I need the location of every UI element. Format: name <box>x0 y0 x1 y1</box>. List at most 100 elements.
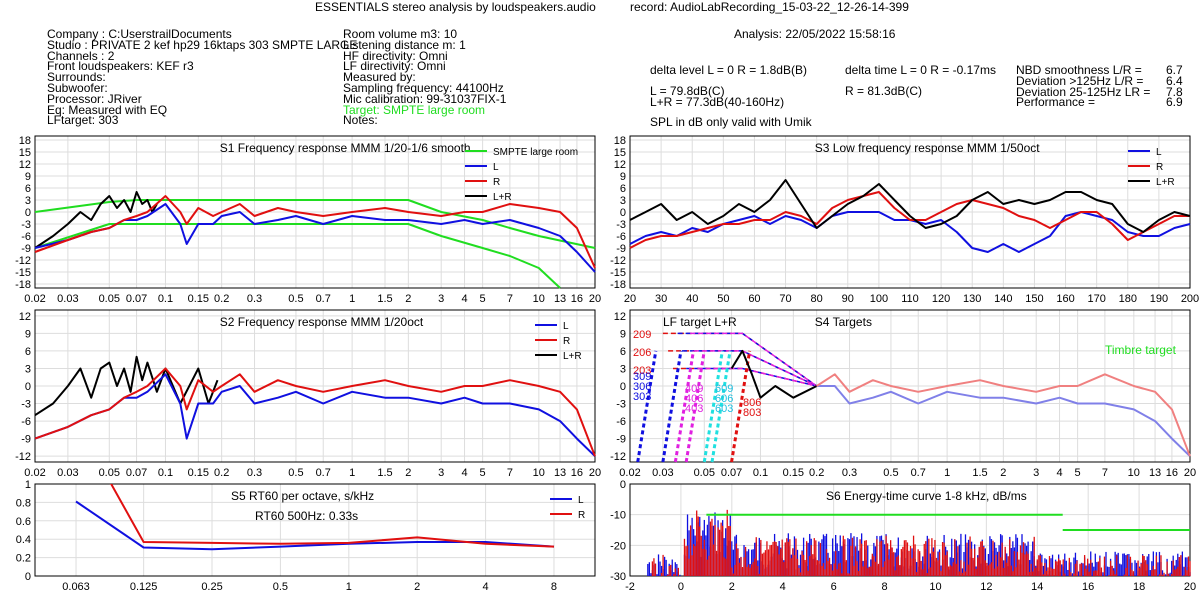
y-tick-label: 6 <box>25 346 31 358</box>
x-tick-label: -2 <box>625 581 635 593</box>
y-tick-label: 3 <box>620 363 626 375</box>
metric-label: NBD smoothness L/R = <box>1016 63 1142 77</box>
legend-label: R <box>493 177 500 188</box>
y-tick-label: 12 <box>19 159 31 171</box>
y-tick-label: 18 <box>614 135 626 147</box>
y-tick-label: -9 <box>616 434 626 446</box>
x-tick-label: 120 <box>932 293 950 305</box>
target-label: 409 <box>685 383 703 395</box>
x-tick-label: 20 <box>624 293 636 305</box>
lf-target-label: LF target L+R <box>663 315 737 329</box>
x-tick-label: 180 <box>1119 293 1137 305</box>
x-tick-label: 0.02 <box>24 467 45 479</box>
x-tick-label: 0.1 <box>158 293 173 305</box>
chart-title: S1 Frequency response MMM 1/20-1/6 smoot… <box>220 141 471 155</box>
x-tick-label: 18 <box>1133 581 1145 593</box>
series-lr-line <box>629 179 1191 233</box>
y-tick-label: -6 <box>616 416 626 428</box>
x-tick-label: 1 <box>944 467 950 479</box>
x-tick-label: 2 <box>405 293 411 305</box>
metric-label: Deviation >125Hz L/R = <box>1016 73 1144 88</box>
y-tick-label: 12 <box>19 311 31 323</box>
x-tick-label: 10 <box>929 581 941 593</box>
y-tick-label: 0 <box>620 381 626 393</box>
chart-title: S3 Low frequency response MMM 1/50oct <box>815 141 1040 155</box>
target-rolloff <box>702 350 724 463</box>
info-channels: Channels : 2 <box>47 48 115 63</box>
info-lftarget: LFtarget: 303 <box>47 113 119 128</box>
x-tick-label: 5 <box>480 293 486 305</box>
target-curve <box>690 332 818 387</box>
info-hf: HF directivity: Omni <box>343 48 448 63</box>
x-tick-label: 12 <box>980 581 992 593</box>
chart-frame <box>34 483 596 577</box>
info-measured-by: Measured by: <box>343 70 416 85</box>
x-tick-label: 16 <box>571 467 583 479</box>
y-tick-label: 3 <box>620 195 626 207</box>
x-tick-label: 0.5 <box>273 581 288 593</box>
target-label: 209 <box>633 329 651 341</box>
x-tick-label: 0.5 <box>883 467 898 479</box>
target-label: 609 <box>715 383 733 395</box>
x-tick-label: 4 <box>461 293 467 305</box>
x-tick-label: 20 <box>589 467 601 479</box>
y-tick-label: -30 <box>610 571 626 583</box>
x-tick-label: 80 <box>811 293 823 305</box>
x-tick-label: 0.05 <box>694 467 715 479</box>
x-tick-label: 0.03 <box>57 467 78 479</box>
series-target-line <box>34 199 596 249</box>
info-mic: Mic calibration: 99-31037FIX-1 <box>343 91 507 106</box>
series-R-line <box>34 195 596 269</box>
x-tick-label: 0.063 <box>62 581 90 593</box>
y-tick-label: -3 <box>21 219 31 231</box>
x-tick-label: 16 <box>571 293 583 305</box>
y-tick-label: -6 <box>21 231 31 243</box>
x-tick-label: 0.25 <box>201 581 222 593</box>
info-distance: Listening distance m: 1 <box>343 37 466 52</box>
timbre-target-label: Timbre target <box>1105 343 1177 357</box>
metric-value: 6.7 <box>1166 63 1183 77</box>
x-tick-label: 1 <box>346 581 352 593</box>
chart-title: S4 Targets <box>815 315 872 329</box>
y-tick-label: 12 <box>614 311 626 323</box>
x-tick-label: 0.07 <box>721 467 742 479</box>
legend-label: L+R <box>563 351 582 362</box>
x-tick-label: 0 <box>678 581 684 593</box>
series-Rfaint-line <box>816 373 1191 457</box>
y-tick-label: 3 <box>25 363 31 375</box>
x-tick-label: 0.7 <box>316 467 331 479</box>
y-tick-label: -3 <box>21 399 31 411</box>
y-tick-label: -3 <box>616 399 626 411</box>
y-tick-label: 0.2 <box>16 553 31 565</box>
legend-label: L <box>1156 147 1162 158</box>
x-tick-label: 20 <box>1184 467 1196 479</box>
x-tick-label: 0.15 <box>188 467 209 479</box>
y-tick-label: -12 <box>610 451 626 463</box>
info-subwoofer: Subwoofer: <box>47 80 108 95</box>
x-tick-label: 0.03 <box>57 293 78 305</box>
record-label: record: AudioLabRecording_15-03-22_12-26… <box>630 0 909 14</box>
x-tick-label: 0.15 <box>783 467 804 479</box>
series-R-line <box>629 191 1190 249</box>
x-tick-label: 4 <box>1056 467 1062 479</box>
y-tick-label: -6 <box>21 416 31 428</box>
x-tick-label: 3 <box>438 293 444 305</box>
delta-level: delta level L = 0 R = 1.8dB(B) <box>650 63 807 77</box>
y-tick-label: 6 <box>620 346 626 358</box>
x-tick-label: 0.1 <box>158 467 173 479</box>
x-tick-label: 13 <box>554 467 566 479</box>
y-tick-label: -18 <box>15 279 31 291</box>
x-tick-label: 0.5 <box>288 467 303 479</box>
x-tick-label: 2 <box>405 467 411 479</box>
x-tick-label: 0.03 <box>652 467 673 479</box>
x-tick-label: 13 <box>554 293 566 305</box>
y-tick-label: -18 <box>610 279 626 291</box>
target-label: 203 <box>633 365 651 377</box>
target-label: 309 <box>633 371 651 383</box>
info-studio: Studio : PRIVATE 2 kef hp29 16ktaps 303 … <box>47 37 358 52</box>
y-tick-label: 3 <box>25 195 31 207</box>
y-tick-label: 15 <box>614 147 626 159</box>
